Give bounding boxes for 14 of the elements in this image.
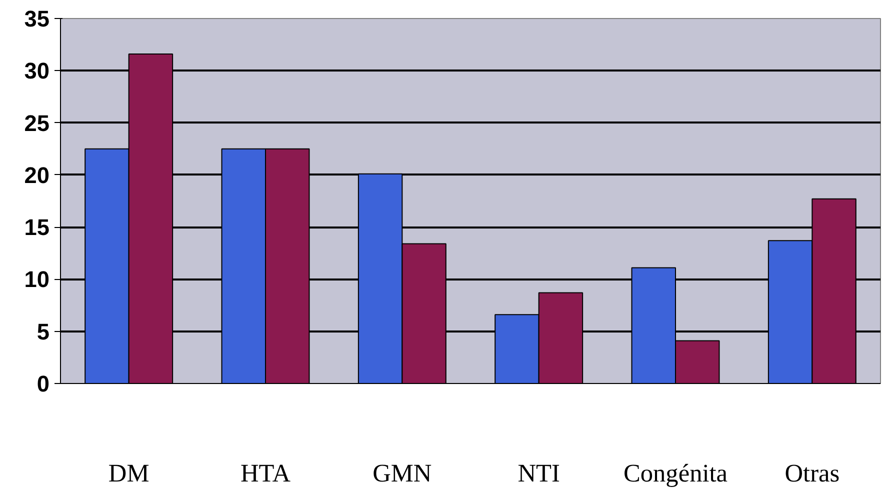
x-tick-label: HTA xyxy=(240,460,292,488)
y-tick-label: 35 xyxy=(24,6,50,32)
x-tick-label: DM xyxy=(108,460,150,488)
x-tick-label: Congénita xyxy=(623,460,728,488)
x-tick-label: GMN xyxy=(372,460,432,488)
y-tick-label: 0 xyxy=(36,370,50,396)
y-tick-label: 25 xyxy=(24,110,50,136)
y-tick-label: 5 xyxy=(36,318,50,344)
y-tick-label: 15 xyxy=(24,214,50,240)
y-tick-label: 20 xyxy=(24,162,50,188)
x-tick-label: Otras xyxy=(784,460,840,488)
y-tick-label: 30 xyxy=(24,58,50,84)
y-tick-label: 10 xyxy=(24,266,50,292)
x-tick-label: NTI xyxy=(518,460,560,488)
